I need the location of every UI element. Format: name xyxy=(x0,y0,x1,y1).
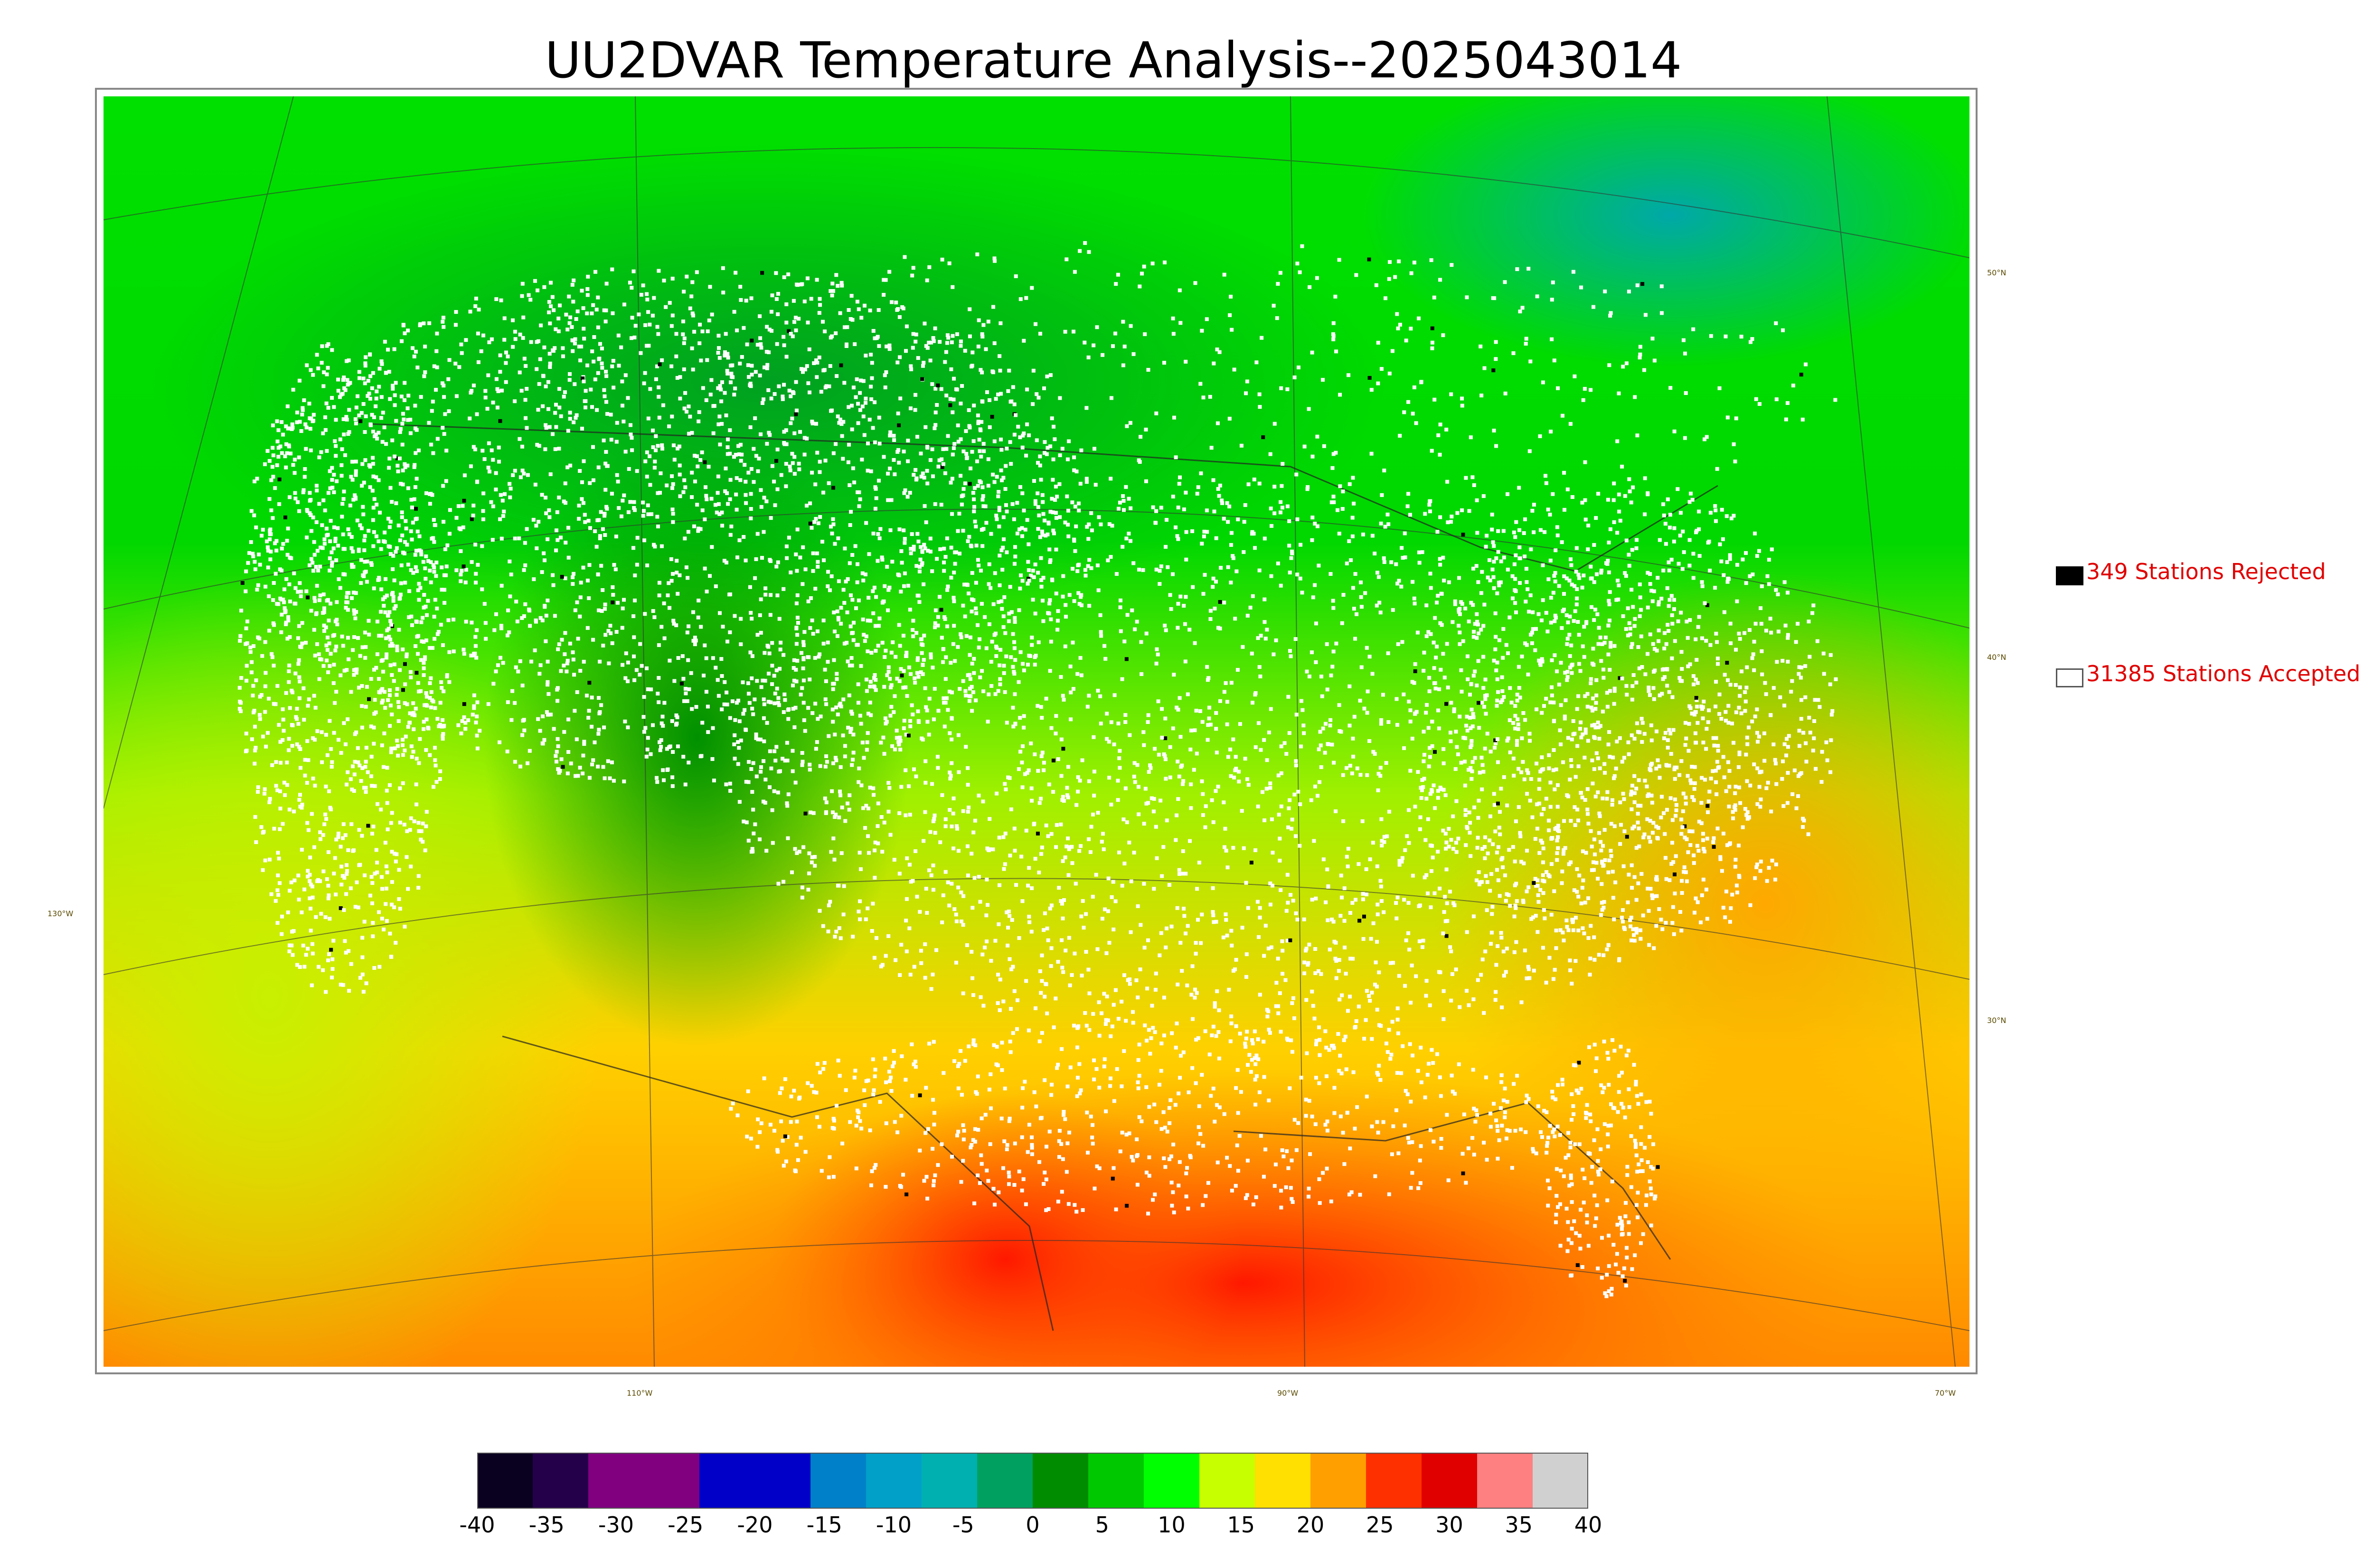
rockies-cool-region xyxy=(483,429,911,1046)
colorbar-tick-label: 40 xyxy=(1574,1512,1602,1538)
colorbar-segment xyxy=(1422,1453,1478,1509)
colorbar-tick-label: 35 xyxy=(1505,1512,1533,1538)
colorbar-segment xyxy=(588,1453,644,1509)
colorbar-segment xyxy=(1088,1453,1144,1509)
mexico-hot-region xyxy=(768,1093,1243,1367)
map-title: UU2DVAR Temperature Analysis--2025043014 xyxy=(545,31,1682,89)
lon-label-90w: 90°W xyxy=(1277,1389,1299,1398)
lon-label-110w: 110°W xyxy=(627,1389,653,1398)
lon-label-70w: 70°W xyxy=(1935,1389,1956,1398)
accepted-label: 31385 Stations Accepted xyxy=(2086,661,2361,686)
canada-cool-region xyxy=(151,144,1385,619)
colorbar-tick-label: -25 xyxy=(668,1512,704,1538)
lat-label-40n: 40°N xyxy=(1987,653,2007,662)
colorbar-tick-label: 30 xyxy=(1435,1512,1463,1538)
hudson-cold-region xyxy=(1362,96,1969,367)
colorbar-tick-label: -10 xyxy=(876,1512,912,1538)
colorbar-tick-label: -40 xyxy=(459,1512,495,1538)
colorbar-segment xyxy=(1255,1453,1311,1509)
colorbar-tick-label: -15 xyxy=(806,1512,842,1538)
temperature-map xyxy=(104,96,1969,1367)
legend-accepted: 31385 Stations Accepted xyxy=(2056,660,2360,687)
rejected-swatch xyxy=(2056,566,2083,585)
colorbar-outline xyxy=(477,1453,1588,1509)
colorbar-tick-label: 20 xyxy=(1296,1512,1325,1538)
colorbar-tick-label: 5 xyxy=(1095,1512,1109,1538)
colorbar-segment xyxy=(533,1453,589,1509)
lat-label-50n: 50°N xyxy=(1987,268,2007,277)
colorbar xyxy=(477,1453,1588,1509)
colorbar-tick-label: -35 xyxy=(528,1512,565,1538)
colorbar-tick-label: 0 xyxy=(1026,1512,1040,1538)
colorbar-segment xyxy=(755,1453,811,1509)
lat-label-30n: 30°N xyxy=(1987,1016,2007,1025)
colorbar-segment xyxy=(477,1453,533,1509)
map-frame xyxy=(95,88,1978,1374)
colorbar-tick-label: 15 xyxy=(1227,1512,1255,1538)
colorbar-tick-label: 25 xyxy=(1366,1512,1394,1538)
colorbar-segment xyxy=(1199,1453,1255,1509)
rejected-label: 349 Stations Rejected xyxy=(2086,559,2326,584)
colorbar-segment xyxy=(699,1453,755,1509)
legend-rejected: 349 Stations Rejected xyxy=(2056,558,2326,585)
lon-label-130w: 130°W xyxy=(47,909,74,918)
colorbar-segment xyxy=(1366,1453,1422,1509)
colorbar-tick-label: 10 xyxy=(1158,1512,1186,1538)
colorbar-segment xyxy=(644,1453,700,1509)
pacific-warm-region xyxy=(104,571,602,1367)
colorbar-segment xyxy=(866,1453,922,1509)
colorbar-segment xyxy=(977,1453,1033,1509)
colorbar-segment xyxy=(1144,1453,1200,1509)
accepted-swatch xyxy=(2056,668,2083,687)
colorbar-tick-label: -20 xyxy=(737,1512,773,1538)
colorbar-segment xyxy=(1477,1453,1533,1509)
station-markers xyxy=(237,241,1838,1298)
colorbar-tick-label: -30 xyxy=(598,1512,634,1538)
colorbar-tick-label: -5 xyxy=(952,1512,974,1538)
colorbar-segment xyxy=(922,1453,978,1509)
colorbar-segment xyxy=(1033,1453,1089,1509)
colorbar-segment xyxy=(1533,1453,1588,1509)
colorbar-segment xyxy=(1310,1453,1366,1509)
colorbar-segment xyxy=(810,1453,867,1509)
